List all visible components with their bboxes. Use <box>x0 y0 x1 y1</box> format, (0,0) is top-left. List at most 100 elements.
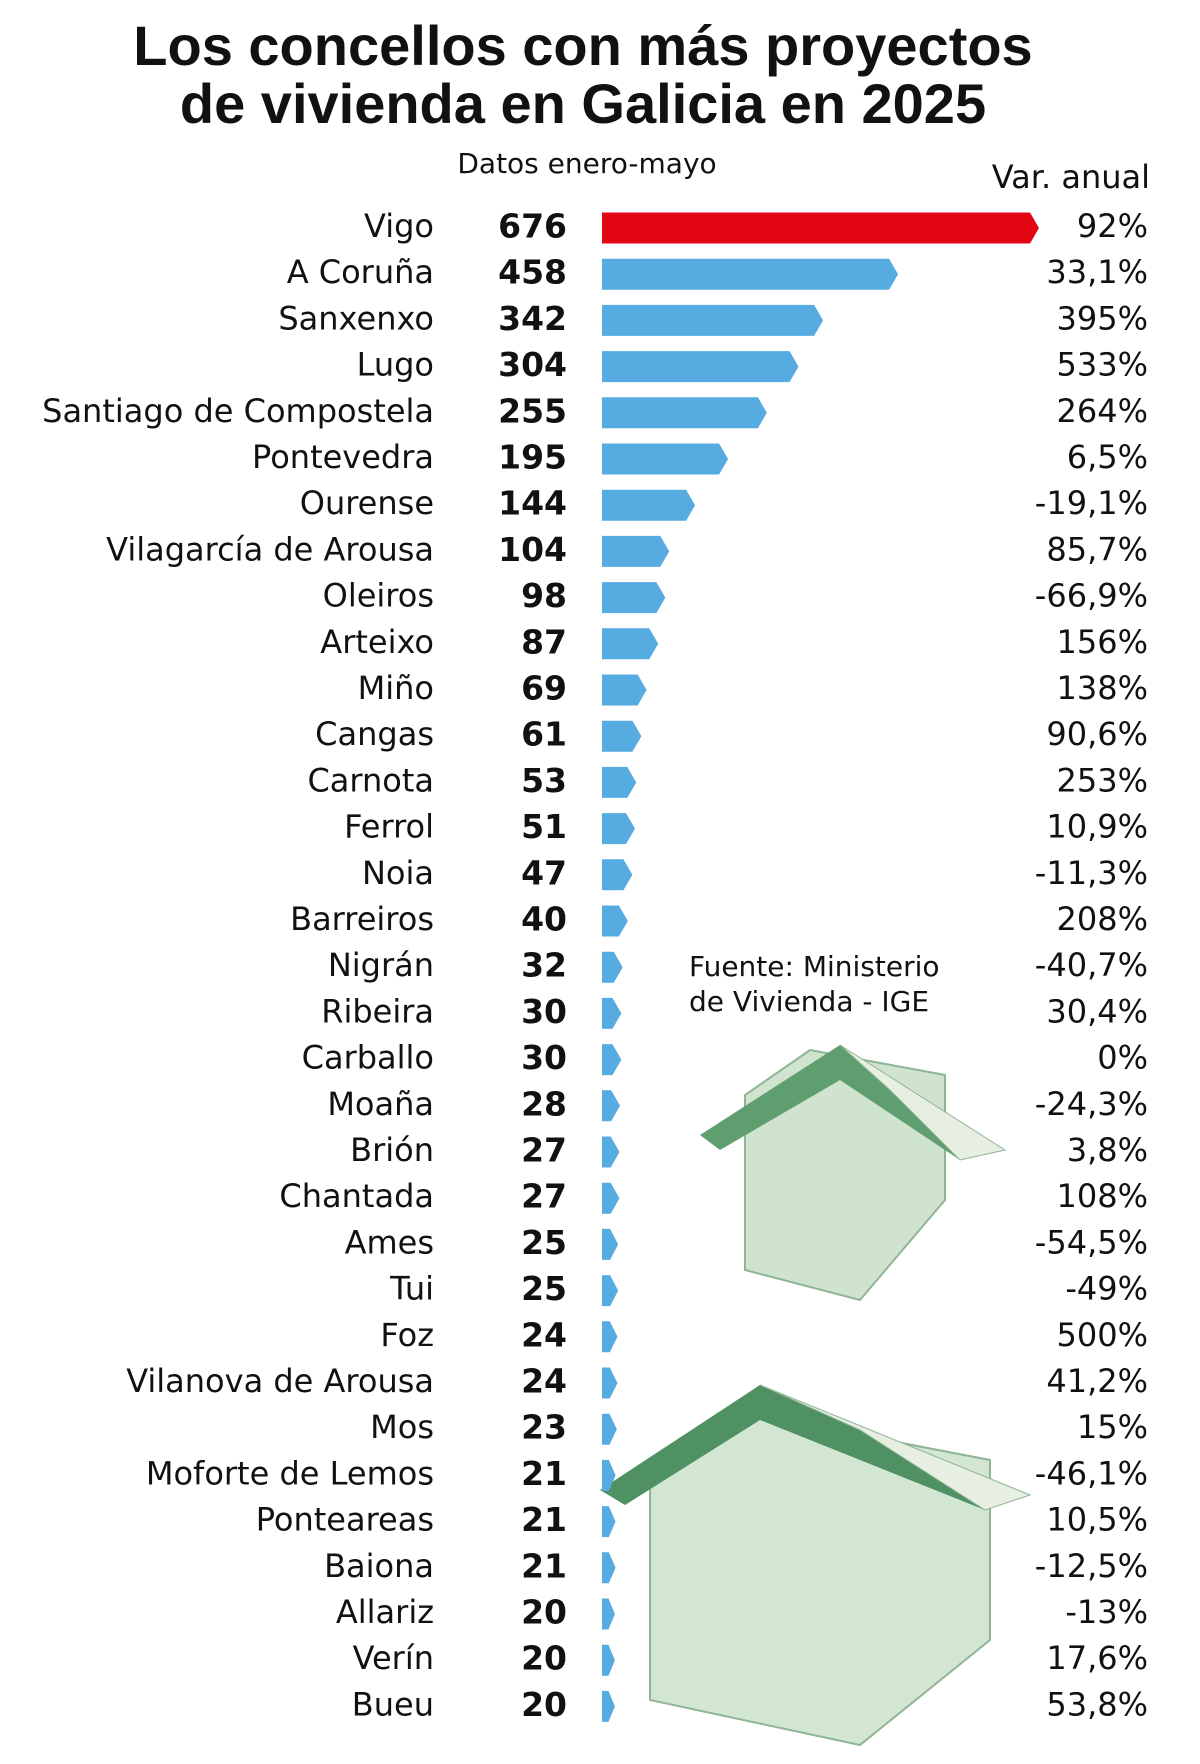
bar <box>602 1690 615 1722</box>
value-label: 47 <box>521 853 567 892</box>
annual-change-label: 108% <box>1057 1177 1148 1215</box>
annual-change-label: 500% <box>1057 1316 1148 1354</box>
annual-change-label: -40,7% <box>1035 946 1148 984</box>
category-label: Allariz <box>336 1593 434 1631</box>
value-label: 20 <box>521 1639 567 1678</box>
category-label: Arteixo <box>320 623 434 661</box>
annual-change-label: 15% <box>1077 1408 1148 1446</box>
value-label: 61 <box>521 715 567 754</box>
bar <box>602 1459 616 1491</box>
annual-change-label: 0% <box>1097 1039 1148 1077</box>
bar <box>602 443 729 475</box>
annual-change-label: 395% <box>1057 299 1148 337</box>
value-label: 342 <box>498 299 567 338</box>
category-label: Ferrol <box>344 808 434 846</box>
annual-change-label: 92% <box>1077 207 1148 245</box>
bar <box>602 535 670 567</box>
annual-change-label: 533% <box>1057 346 1148 384</box>
category-label: Lugo <box>357 346 434 384</box>
bar <box>602 397 767 429</box>
annual-change-label: -46,1% <box>1035 1454 1148 1492</box>
annual-change-label: 6,5% <box>1067 438 1148 476</box>
value-label: 87 <box>521 622 567 661</box>
annual-change-label: 90,6% <box>1046 715 1148 753</box>
annual-change-label: 156% <box>1057 623 1148 661</box>
annual-change-label: 85,7% <box>1046 530 1148 568</box>
bar <box>602 859 633 891</box>
category-label: Foz <box>380 1316 434 1354</box>
bar <box>602 1090 621 1122</box>
category-label: Moaña <box>327 1085 434 1123</box>
category-label: Bueu <box>352 1685 434 1723</box>
bar <box>602 1644 615 1676</box>
annual-change-label: 253% <box>1057 761 1148 799</box>
value-label: 21 <box>521 1454 567 1493</box>
value-label: 20 <box>521 1593 567 1632</box>
value-label: 32 <box>521 946 567 985</box>
house-illustration <box>600 1044 1032 1747</box>
bar <box>602 1228 619 1260</box>
category-label: A Coruña <box>287 253 434 291</box>
bar <box>602 258 899 290</box>
bar <box>602 674 647 706</box>
annual-change-label: 33,1% <box>1046 253 1148 291</box>
value-label: 30 <box>521 1038 567 1077</box>
category-label: Pontevedra <box>252 438 434 476</box>
annual-change-label: 264% <box>1057 392 1148 430</box>
annual-change-label: 17,6% <box>1046 1639 1148 1677</box>
value-label: 195 <box>498 438 567 477</box>
value-label: 104 <box>498 530 567 569</box>
annual-change-label: -12,5% <box>1035 1547 1148 1585</box>
column-header: Var. anual <box>992 158 1150 196</box>
value-label: 21 <box>521 1546 567 1585</box>
category-label: Vilanova de Arousa <box>126 1362 434 1400</box>
value-label: 144 <box>498 484 567 523</box>
value-label: 27 <box>521 1177 567 1216</box>
bar <box>602 582 666 614</box>
bar <box>602 304 824 336</box>
category-label: Vilagarcía de Arousa <box>106 530 434 568</box>
annual-change-label: 10,5% <box>1046 1501 1148 1539</box>
category-label: Verín <box>353 1639 434 1677</box>
bar <box>602 1136 620 1168</box>
value-label: 25 <box>521 1223 567 1262</box>
category-label: Carballo <box>302 1039 434 1077</box>
bar <box>602 813 635 845</box>
value-label: 304 <box>498 345 567 384</box>
category-label: Vigo <box>364 207 434 245</box>
category-label: Sanxenxo <box>278 299 434 337</box>
bar <box>602 351 799 383</box>
value-label: 458 <box>498 253 567 292</box>
annual-change-label: 208% <box>1057 900 1148 938</box>
category-label: Mos <box>370 1408 434 1446</box>
category-label: Santiago de Compostela <box>42 392 434 430</box>
bar <box>602 1598 615 1630</box>
value-label: 23 <box>521 1408 567 1447</box>
category-label: Cangas <box>315 715 434 753</box>
annual-change-label: -19,1% <box>1035 484 1148 522</box>
category-label: Ourense <box>300 484 434 522</box>
bar <box>602 489 696 521</box>
annual-change-label: -24,3% <box>1035 1085 1148 1123</box>
annual-change-label: 138% <box>1057 669 1148 707</box>
bar <box>602 1182 620 1214</box>
value-label: 27 <box>521 1131 567 1170</box>
annual-change-label: -66,9% <box>1035 577 1148 615</box>
bar <box>602 1044 622 1076</box>
source: Fuente: Ministerio <box>689 950 940 983</box>
chart-title: de vivienda en Galicia en 2025 <box>180 72 986 135</box>
value-label: 40 <box>521 900 567 939</box>
bar <box>602 212 1039 244</box>
annual-change-label: -13% <box>1065 1593 1148 1631</box>
bar <box>602 628 659 660</box>
category-label: Baiona <box>324 1547 434 1585</box>
bar <box>602 1413 617 1445</box>
annual-change-label: 41,2% <box>1046 1362 1148 1400</box>
value-label: 21 <box>521 1500 567 1539</box>
category-label: Miño <box>358 669 434 707</box>
value-label: 69 <box>521 669 567 708</box>
category-label: Chantada <box>279 1177 434 1215</box>
category-label: Ribeira <box>321 992 434 1030</box>
annual-change-label: 10,9% <box>1046 808 1148 846</box>
